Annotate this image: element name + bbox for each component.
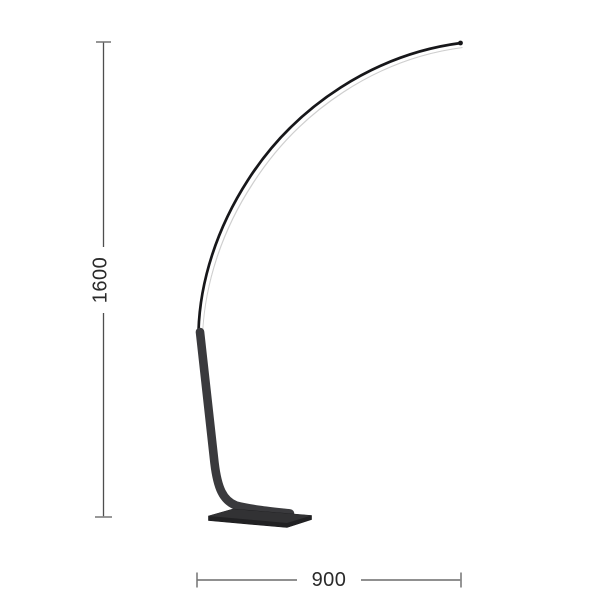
- width-dimension: 900: [196, 569, 462, 591]
- width-dimension-label: 900: [312, 569, 347, 591]
- led-stripe-edge: [201, 46, 463, 334]
- lamp-stem: [195, 327, 295, 518]
- arc-tip-cap: [458, 40, 463, 46]
- lamp-base-top-face: [208, 509, 312, 523]
- lamp-illustration: [195, 40, 464, 528]
- led-stripe: [198, 43, 464, 334]
- lamp-arc: [197, 41, 463, 333]
- height-dimension: 1600: [90, 41, 112, 518]
- height-dimension-label: 1600: [90, 257, 112, 304]
